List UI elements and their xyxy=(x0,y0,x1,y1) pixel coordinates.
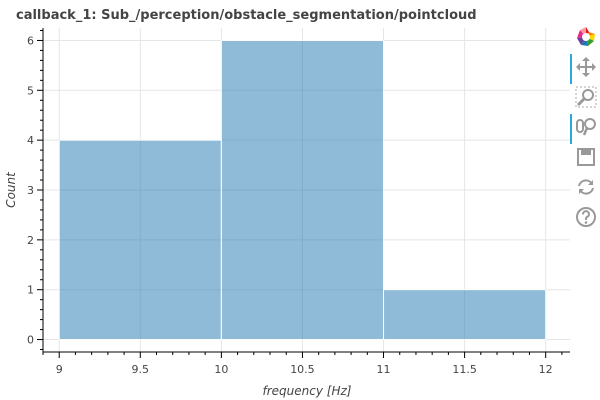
y-tick-label: 4 xyxy=(27,134,34,147)
bokeh-logo[interactable] xyxy=(569,24,600,50)
x-tick-label: 10 xyxy=(214,363,228,376)
y-tick-label: 3 xyxy=(27,184,34,197)
y-axis-label: Count xyxy=(4,171,18,208)
wheel-zoom-tool-button[interactable] xyxy=(569,114,600,144)
histogram-bar xyxy=(58,139,222,341)
x-tick-label: 12 xyxy=(539,363,553,376)
help-tool-button[interactable] xyxy=(569,204,600,230)
histogram-bar xyxy=(220,39,385,341)
reset-tool-button[interactable] xyxy=(569,174,600,200)
x-tick-label: 9.5 xyxy=(132,363,150,376)
help-tool-icon xyxy=(576,207,596,227)
y-tick-label: 6 xyxy=(27,34,34,47)
pan-tool-button[interactable] xyxy=(569,54,600,84)
wheel-zoom-tool-icon xyxy=(576,118,596,136)
x-tick-label: 9 xyxy=(56,363,63,376)
save-tool-button[interactable] xyxy=(569,144,600,170)
x-tick-label: 10.5 xyxy=(290,363,315,376)
save-tool-icon xyxy=(577,148,595,166)
reset-tool-icon xyxy=(578,179,594,195)
bokeh-logo-icon xyxy=(576,27,596,47)
y-tick-label: 2 xyxy=(27,234,34,247)
y-tick-label: 0 xyxy=(27,334,34,347)
chart-title: callback_1: Sub_/perception/obstacle_seg… xyxy=(16,8,477,23)
box-zoom-tool-icon xyxy=(575,86,597,108)
histogram-bar xyxy=(383,289,547,341)
x-tick-label: 11.5 xyxy=(452,363,477,376)
x-tick-label: 11 xyxy=(377,363,391,376)
y-tick-label: 1 xyxy=(27,284,34,297)
x-axis-label: frequency [Hz] xyxy=(263,384,352,398)
box-zoom-tool-button[interactable] xyxy=(569,84,600,110)
pan-tool-icon xyxy=(576,57,596,77)
y-tick-label: 5 xyxy=(27,84,34,97)
histogram-bars xyxy=(58,39,547,341)
